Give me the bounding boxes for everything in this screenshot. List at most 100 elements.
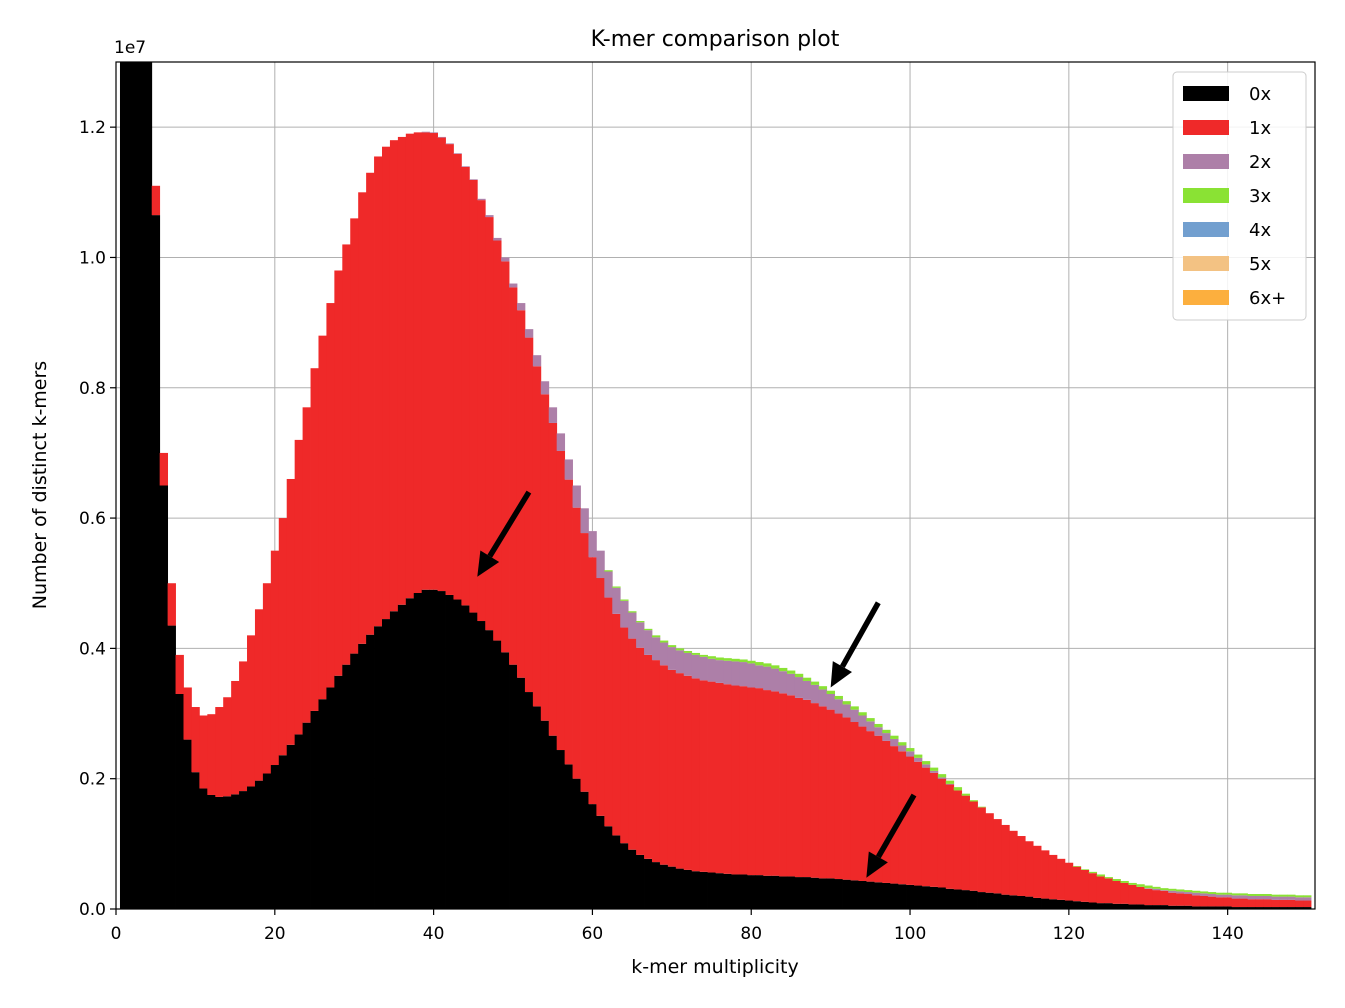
bar-1x (636, 647, 645, 855)
bar-3x (1287, 894, 1296, 897)
bar-1x (802, 699, 812, 878)
bar-3x (1207, 892, 1217, 895)
bar-0x (1239, 907, 1248, 909)
bar-2x (826, 693, 836, 710)
bar-0x (723, 873, 732, 909)
bar-2x (612, 587, 621, 614)
bar-3x (850, 706, 859, 710)
bar-3x (818, 686, 828, 690)
bar-3x (1136, 884, 1145, 887)
bar-3x (715, 657, 724, 661)
bar-2x (1160, 890, 1169, 891)
bar-2x (874, 727, 883, 736)
bar-0x (1168, 905, 1177, 909)
bar-2x (739, 662, 748, 687)
bar-0x (906, 884, 915, 909)
bar-1x (350, 218, 359, 654)
bar-3x (1263, 894, 1272, 896)
bar-1x (683, 675, 693, 870)
legend-swatch-0x (1183, 86, 1229, 101)
bar-1x (691, 678, 701, 872)
bar-1x (469, 179, 478, 613)
bar-3x (1168, 888, 1177, 891)
bar-3x (699, 654, 708, 657)
bar-2x (604, 571, 613, 598)
bar-1x (1001, 824, 1010, 895)
bar-2x (524, 329, 534, 338)
legend-label: 1x (1249, 118, 1271, 139)
legend-swatch-1x (1183, 120, 1229, 135)
bar-0x (1112, 903, 1121, 909)
bar-1x (405, 133, 415, 599)
bar-2x (723, 660, 732, 685)
bar-0x (1160, 905, 1169, 909)
bar-3x (898, 742, 907, 746)
bar-0x (596, 815, 605, 909)
bar-1x (1072, 866, 1082, 902)
bar-3x (1072, 865, 1082, 867)
bar-2x (1255, 895, 1264, 900)
bar-0x (1223, 906, 1233, 909)
bar-1x (1025, 841, 1034, 897)
bar-0x (588, 804, 597, 909)
bar-3x (874, 723, 883, 728)
bar-0x (1287, 907, 1296, 909)
bar-2x (914, 757, 923, 762)
bar-0x (675, 868, 685, 909)
bar-0x (366, 634, 375, 909)
bar-1x (485, 217, 494, 631)
bar-3x (644, 628, 653, 631)
bar-3x (755, 662, 764, 666)
bar-1x (278, 518, 288, 756)
bar-1x (429, 133, 438, 590)
bar-3x (929, 767, 939, 771)
legend: 0x 1x 2x 3x 4x 5x 6x+ (1172, 71, 1307, 321)
bar-3x (945, 780, 955, 784)
bar-0x (485, 630, 494, 909)
bar-1x (374, 156, 383, 627)
bar-1x (175, 654, 184, 694)
bar-0x (151, 215, 161, 909)
bar-1x (651, 660, 661, 863)
bar-0x (413, 593, 423, 909)
bar-0x (334, 675, 343, 909)
bar-3x (1231, 893, 1240, 896)
bar-2x (890, 738, 899, 747)
bar-0x (691, 871, 701, 909)
bar-2x (1231, 895, 1240, 899)
bar-1x (524, 337, 534, 693)
bar-2x (1287, 896, 1296, 900)
bar-0x (1128, 904, 1137, 909)
bar-0x (580, 791, 589, 909)
bar-0x (1001, 894, 1010, 909)
bar-1x (731, 685, 740, 875)
bar-1x (342, 244, 351, 665)
bar-2x (1303, 897, 1312, 901)
legend-label: 3x (1249, 186, 1271, 207)
x-tick-label: 60 (582, 924, 604, 944)
bar-3x (914, 754, 923, 758)
bar-1x (532, 366, 542, 707)
legend-swatch-5x (1183, 256, 1229, 271)
bar-3x (636, 621, 645, 623)
bar-2x (882, 733, 891, 741)
bar-1x (794, 697, 804, 878)
bar-0x (659, 864, 669, 909)
bar-0x (1271, 907, 1280, 909)
bar-2x (445, 143, 454, 145)
bar-0x (771, 875, 780, 909)
bar-0x (921, 886, 931, 909)
bar-2x (1152, 888, 1161, 891)
bar-1x (270, 550, 280, 766)
bar-1x (516, 310, 526, 678)
bar-1x (358, 192, 367, 644)
bar-3x (771, 665, 780, 669)
bar-0x (167, 625, 176, 909)
bar-0x (540, 720, 550, 909)
y-tick-label: 1.0 (79, 248, 106, 268)
bar-3x (683, 650, 693, 653)
bar-1x (1064, 862, 1074, 901)
bar-0x (342, 664, 351, 909)
bar-0x (326, 687, 335, 909)
bar-1x (540, 394, 550, 721)
